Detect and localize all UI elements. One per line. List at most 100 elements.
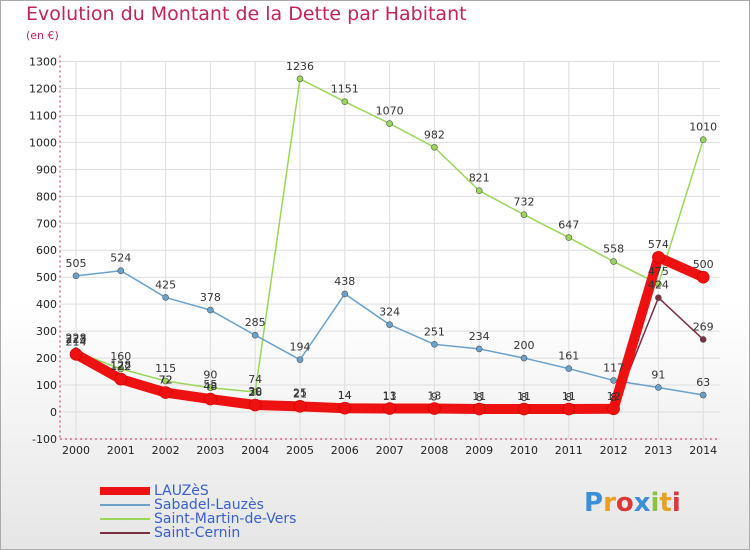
data-point — [114, 372, 128, 386]
data-point — [341, 290, 349, 298]
data-point — [296, 356, 304, 363]
legend-swatch-sabadel-lauzes — [100, 504, 150, 506]
data-label: 12 — [607, 390, 621, 403]
data-label: 11 — [472, 390, 486, 403]
data-label: 117 — [603, 361, 624, 374]
data-point — [655, 384, 662, 391]
y-tick-label: 1100 — [29, 109, 57, 122]
data-point — [293, 400, 307, 413]
data-label: 72 — [159, 374, 173, 387]
legend-item-saint-martin-de-vers: Saint-Martin-de-Vers — [100, 511, 360, 527]
data-label: 228 — [66, 332, 87, 345]
x-tick-label: 2014 — [689, 444, 717, 457]
data-point — [520, 354, 528, 362]
data-point — [296, 75, 304, 83]
data-label: 500 — [693, 258, 714, 271]
data-label: 13 — [427, 389, 441, 402]
data-point — [338, 401, 352, 415]
data-point — [204, 392, 217, 406]
data-point — [472, 402, 486, 416]
y-tick-label: -100 — [32, 433, 57, 446]
logo-letter: o — [615, 488, 634, 518]
data-label: 269 — [693, 320, 714, 333]
data-point — [562, 402, 576, 416]
data-label: 475 — [648, 265, 669, 278]
data-label: 9 — [431, 391, 438, 404]
data-point — [251, 388, 259, 396]
logo-letter: r — [603, 488, 616, 518]
legend-swatch-saint-cernin — [100, 532, 150, 534]
data-point — [428, 402, 441, 415]
y-tick-label: 200 — [36, 352, 57, 365]
data-point — [565, 234, 573, 241]
data-label: 21 — [293, 387, 307, 400]
x-tick-label: 2008 — [420, 444, 448, 457]
x-tick-label: 2007 — [376, 444, 404, 457]
data-label: 74 — [248, 373, 262, 386]
chart-title: Evolution du Montant de la Dette par Hab… — [26, 3, 467, 25]
x-tick-label: 2011 — [555, 444, 583, 457]
data-label: 505 — [66, 257, 87, 270]
y-tick-label: 300 — [36, 325, 57, 338]
y-tick-label: 1000 — [29, 136, 57, 149]
data-label: 26 — [248, 386, 262, 399]
data-point — [72, 272, 80, 280]
y-tick-label: 0 — [50, 406, 57, 419]
data-label: 13 — [383, 389, 397, 402]
y-tick-label: 800 — [36, 190, 57, 203]
data-label: 48 — [203, 380, 217, 393]
data-label: 11 — [517, 390, 531, 403]
x-tick-label: 2001 — [107, 444, 135, 457]
data-label: 200 — [514, 339, 535, 352]
legend-item-saint-cernin: Saint-Cernin — [100, 525, 360, 541]
data-point — [431, 341, 438, 348]
data-label: 285 — [245, 316, 266, 329]
data-label: 160 — [110, 350, 131, 363]
data-label: 324 — [379, 306, 400, 319]
data-label: 524 — [110, 252, 131, 265]
data-label: 8 — [610, 391, 617, 404]
x-tick-label: 2006 — [331, 444, 359, 457]
data-point — [652, 250, 665, 264]
data-label: 194 — [290, 341, 311, 354]
data-label: 25 — [293, 386, 307, 399]
x-tick-label: 2010 — [510, 444, 538, 457]
data-point — [162, 377, 169, 385]
data-label: 821 — [469, 172, 490, 185]
data-label: 982 — [424, 128, 445, 141]
data-point — [475, 345, 483, 353]
data-point — [565, 365, 573, 372]
data-point — [383, 402, 396, 415]
data-point — [699, 391, 707, 399]
x-tick-label: 2005 — [286, 444, 314, 457]
data-label: 128 — [110, 358, 131, 371]
data-label: 425 — [155, 278, 176, 291]
data-label: 1070 — [376, 105, 404, 118]
data-point — [69, 348, 83, 361]
legend-label-sabadel-lauzes: Sabadel-Lauzès — [154, 497, 264, 513]
data-point — [699, 336, 707, 343]
data-point — [162, 294, 169, 301]
data-point — [117, 267, 125, 275]
data-label: 378 — [200, 291, 221, 304]
data-label: 214 — [66, 335, 87, 348]
data-label: 161 — [558, 350, 579, 363]
logo-letter: i — [671, 488, 681, 518]
legend-label-lauzes: LAUZèS — [154, 483, 209, 499]
x-tick-label: 2004 — [241, 444, 269, 457]
x-tick-label: 2012 — [600, 444, 628, 457]
data-label: 574 — [648, 238, 669, 251]
logo-letter: x — [633, 488, 651, 518]
data-label: 8 — [476, 391, 483, 404]
data-label: 11 — [562, 390, 576, 403]
data-label: 14 — [338, 389, 352, 402]
data-point — [607, 402, 620, 416]
data-point — [431, 143, 438, 151]
legend-swatch-lauzes — [100, 487, 150, 495]
legend: LAUZèS Sabadel-Lauzès Saint-Martin-de-Ve… — [100, 483, 360, 541]
data-point — [159, 386, 172, 399]
legend-item-lauzes: LAUZèS — [100, 483, 360, 499]
data-point — [610, 258, 617, 265]
x-tick-label: 2009 — [465, 444, 493, 457]
